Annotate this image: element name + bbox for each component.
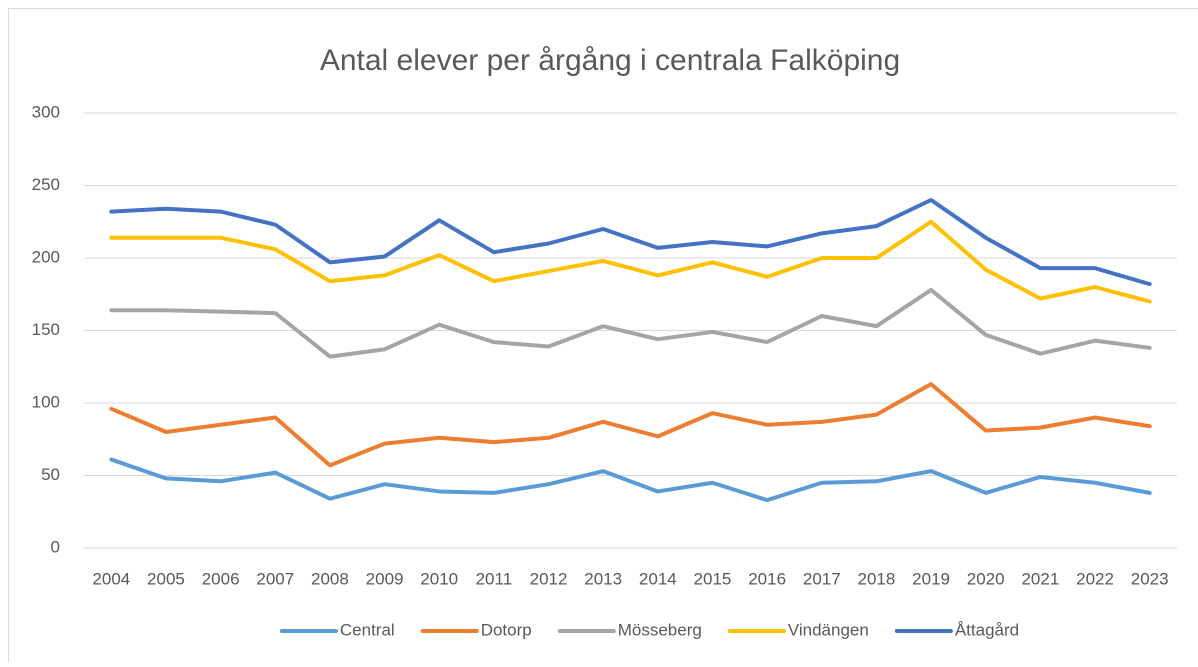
x-tick-label: 2012	[530, 569, 568, 588]
x-tick-label: 2007	[256, 569, 294, 588]
y-tick-label: 200	[32, 247, 60, 266]
legend-label: Åttagård	[955, 620, 1019, 639]
x-tick-label: 2006	[202, 569, 240, 588]
x-tick-label: 2011	[476, 569, 513, 588]
legend-label: Vindängen	[788, 620, 869, 639]
x-tick-label: 2013	[584, 569, 622, 588]
y-tick-label: 50	[41, 465, 60, 484]
y-tick-label: 300	[32, 102, 60, 121]
x-tick-label: 2014	[639, 569, 677, 588]
y-tick-label: 150	[32, 320, 60, 339]
chart-title: Antal elever per årgång i centrala Falkö…	[320, 44, 900, 77]
x-tick-label: 2017	[803, 569, 841, 588]
x-tick-label: 2015	[694, 569, 732, 588]
y-tick-label: 100	[32, 392, 60, 411]
x-tick-label: 2021	[1021, 569, 1059, 588]
x-tick-label: 2023	[1131, 569, 1169, 588]
x-tick-label: 2008	[311, 569, 349, 588]
y-tick-label: 250	[32, 175, 60, 194]
legend-label: Mösseberg	[618, 620, 702, 639]
y-tick-label: 0	[51, 537, 60, 556]
legend-label: Dotorp	[481, 620, 532, 639]
x-tick-label: 2018	[858, 569, 896, 588]
x-tick-label: 2010	[420, 569, 458, 588]
legend-label: Central	[340, 620, 395, 639]
x-tick-label: 2009	[366, 569, 404, 588]
x-tick-label: 2005	[147, 569, 185, 588]
chart-border	[9, 9, 1198, 663]
x-tick-label: 2004	[92, 569, 130, 588]
x-tick-label: 2016	[748, 569, 786, 588]
x-tick-label: 2019	[912, 569, 950, 588]
x-tick-label: 2020	[967, 569, 1005, 588]
x-tick-label: 2022	[1076, 569, 1114, 588]
